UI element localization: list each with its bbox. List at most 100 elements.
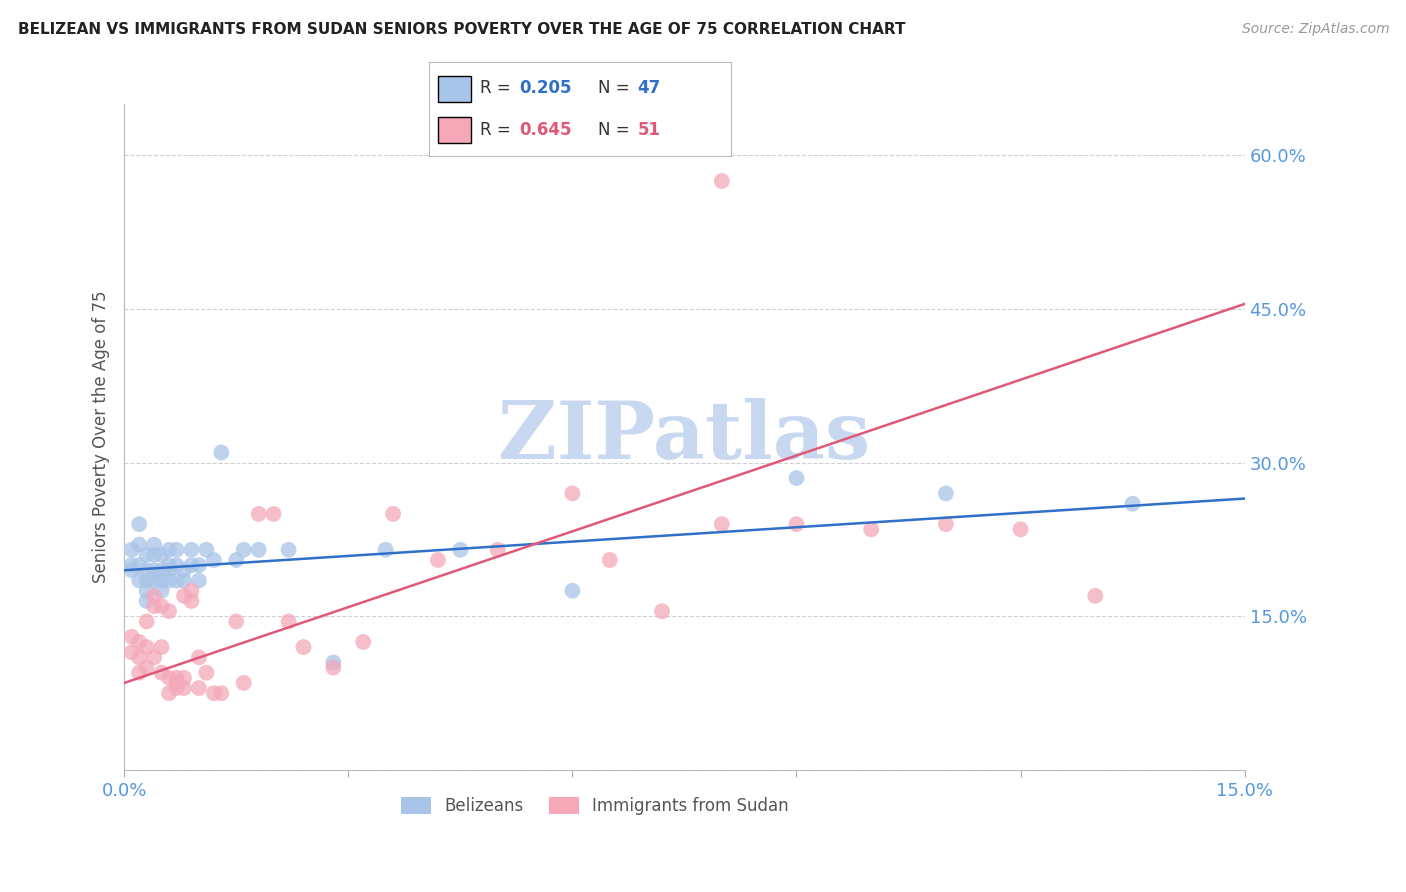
Point [157,574,180,588]
Point [180,542,202,557]
Point [166,558,188,573]
Point [150,665,173,680]
Point [599,553,621,567]
Point [263,507,285,521]
Point [121,630,143,644]
Point [150,563,173,577]
Point [710,174,733,188]
Text: R =: R = [481,79,516,97]
Point [150,640,173,654]
Point [128,574,150,588]
Point [1084,589,1107,603]
Point [173,681,195,695]
Point [121,542,143,557]
FancyBboxPatch shape [437,117,471,143]
Point [710,517,733,532]
Point [187,574,209,588]
Point [143,599,166,613]
Text: Source: ZipAtlas.com: Source: ZipAtlas.com [1241,22,1389,37]
Point [561,583,583,598]
Point [135,615,157,629]
Point [486,542,509,557]
Point [187,650,209,665]
Point [195,665,218,680]
Point [651,604,673,618]
Text: 0.645: 0.645 [520,121,572,139]
Point [135,574,157,588]
Point [143,538,166,552]
Point [292,640,315,654]
Point [135,594,157,608]
Text: 0.205: 0.205 [520,79,572,97]
Point [860,522,883,536]
Point [1010,522,1032,536]
Point [449,542,471,557]
Point [187,681,209,695]
Point [209,445,232,459]
Point [374,542,396,557]
Point [157,542,180,557]
Point [173,589,195,603]
Legend: Belizeans, Immigrants from Sudan: Belizeans, Immigrants from Sudan [394,790,796,822]
Point [128,558,150,573]
Point [135,548,157,562]
Point [150,574,173,588]
Point [143,589,166,603]
Point [128,635,150,649]
Point [166,676,188,690]
Point [232,542,254,557]
Point [935,517,957,532]
Point [561,486,583,500]
Point [935,486,957,500]
Point [121,563,143,577]
FancyBboxPatch shape [437,76,471,102]
Point [426,553,449,567]
Point [202,686,225,700]
Point [157,604,180,618]
Y-axis label: Seniors Poverty Over the Age of 75: Seniors Poverty Over the Age of 75 [93,291,110,583]
Point [173,671,195,685]
Point [157,671,180,685]
Point [247,507,270,521]
Point [166,542,188,557]
Point [121,558,143,573]
Point [322,660,344,674]
Text: R =: R = [481,121,516,139]
Point [135,640,157,654]
Point [785,471,807,485]
Point [1122,497,1144,511]
Point [180,594,202,608]
Point [128,650,150,665]
Point [128,538,150,552]
Point [150,583,173,598]
Point [166,681,188,695]
Point [157,563,180,577]
Point [150,599,173,613]
Point [143,548,166,562]
Point [322,656,344,670]
Point [166,671,188,685]
Text: N =: N = [598,79,636,97]
Point [180,558,202,573]
Point [202,553,225,567]
Point [135,583,157,598]
Text: 51: 51 [637,121,661,139]
Point [121,645,143,659]
Point [187,558,209,573]
Point [173,574,195,588]
Point [277,615,299,629]
Point [128,517,150,532]
Point [180,583,202,598]
Text: 47: 47 [637,79,661,97]
Point [232,676,254,690]
Point [135,660,157,674]
Point [135,563,157,577]
Text: ZIPatlas: ZIPatlas [498,398,870,476]
Point [157,558,180,573]
Point [128,665,150,680]
Point [157,686,180,700]
Point [195,542,218,557]
Text: BELIZEAN VS IMMIGRANTS FROM SUDAN SENIORS POVERTY OVER THE AGE OF 75 CORRELATION: BELIZEAN VS IMMIGRANTS FROM SUDAN SENIOR… [18,22,905,37]
Point [143,563,166,577]
Point [785,517,807,532]
